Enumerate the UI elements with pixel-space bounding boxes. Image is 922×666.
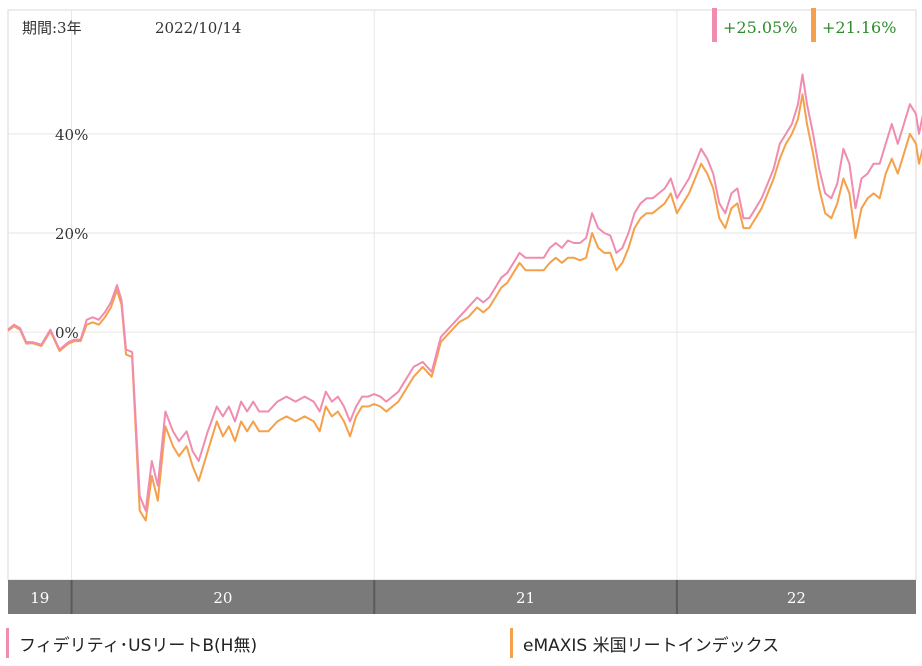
badge-1-color-bar xyxy=(712,8,717,42)
date-label: 2022/10/14 xyxy=(155,19,241,37)
x-tick-label: 20 xyxy=(213,589,232,607)
x-tick-label: 19 xyxy=(30,589,49,607)
y-tick-label: 40% xyxy=(55,126,88,144)
x-axis-bar xyxy=(8,580,916,614)
y-tick-labels: 0% 20% 40% xyxy=(55,126,88,342)
legend: フィデリティ･USリートB(H無) eMAXIS 米国リートインデックス xyxy=(0,620,922,666)
legend-item-fidelity[interactable]: フィデリティ･USリートB(H無) xyxy=(6,620,257,666)
legend-label: フィデリティ･USリートB(H無) xyxy=(19,635,258,656)
badge-2-value: +21.16% xyxy=(822,18,896,37)
x-tick-labels: 19 20 21 22 xyxy=(30,580,806,614)
legend-item-emaxis[interactable]: eMAXIS 米国リートインデックス xyxy=(510,620,779,666)
x-tick-label: 22 xyxy=(787,589,806,607)
period-label[interactable]: 期間:3年 xyxy=(22,19,82,37)
chart: 0% 20% 40% 期間:3年 2022/10/14 +25.05% +21.16… xyxy=(7,8,922,614)
badge-1-value: +25.05% xyxy=(723,18,797,37)
legend-label: eMAXIS 米国リートインデックス xyxy=(523,635,780,656)
plot-area xyxy=(7,9,917,581)
series-line-1 xyxy=(7,73,922,512)
return-badge-2: +21.16% xyxy=(811,8,896,42)
series-line-2 xyxy=(7,93,922,522)
grid xyxy=(8,10,916,580)
y-tick-label: 0% xyxy=(55,324,79,342)
x-tick-label: 21 xyxy=(516,589,535,607)
legend-swatch xyxy=(510,628,513,658)
badge-2-color-bar xyxy=(811,8,816,42)
return-badge-1: +25.05% xyxy=(712,8,797,42)
chart-svg: 0% 20% 40% 期間:3年 2022/10/14 +25.05% +21.16… xyxy=(7,8,922,614)
y-tick-label: 20% xyxy=(55,225,88,243)
legend-swatch xyxy=(6,628,9,658)
series-layer xyxy=(7,73,922,522)
